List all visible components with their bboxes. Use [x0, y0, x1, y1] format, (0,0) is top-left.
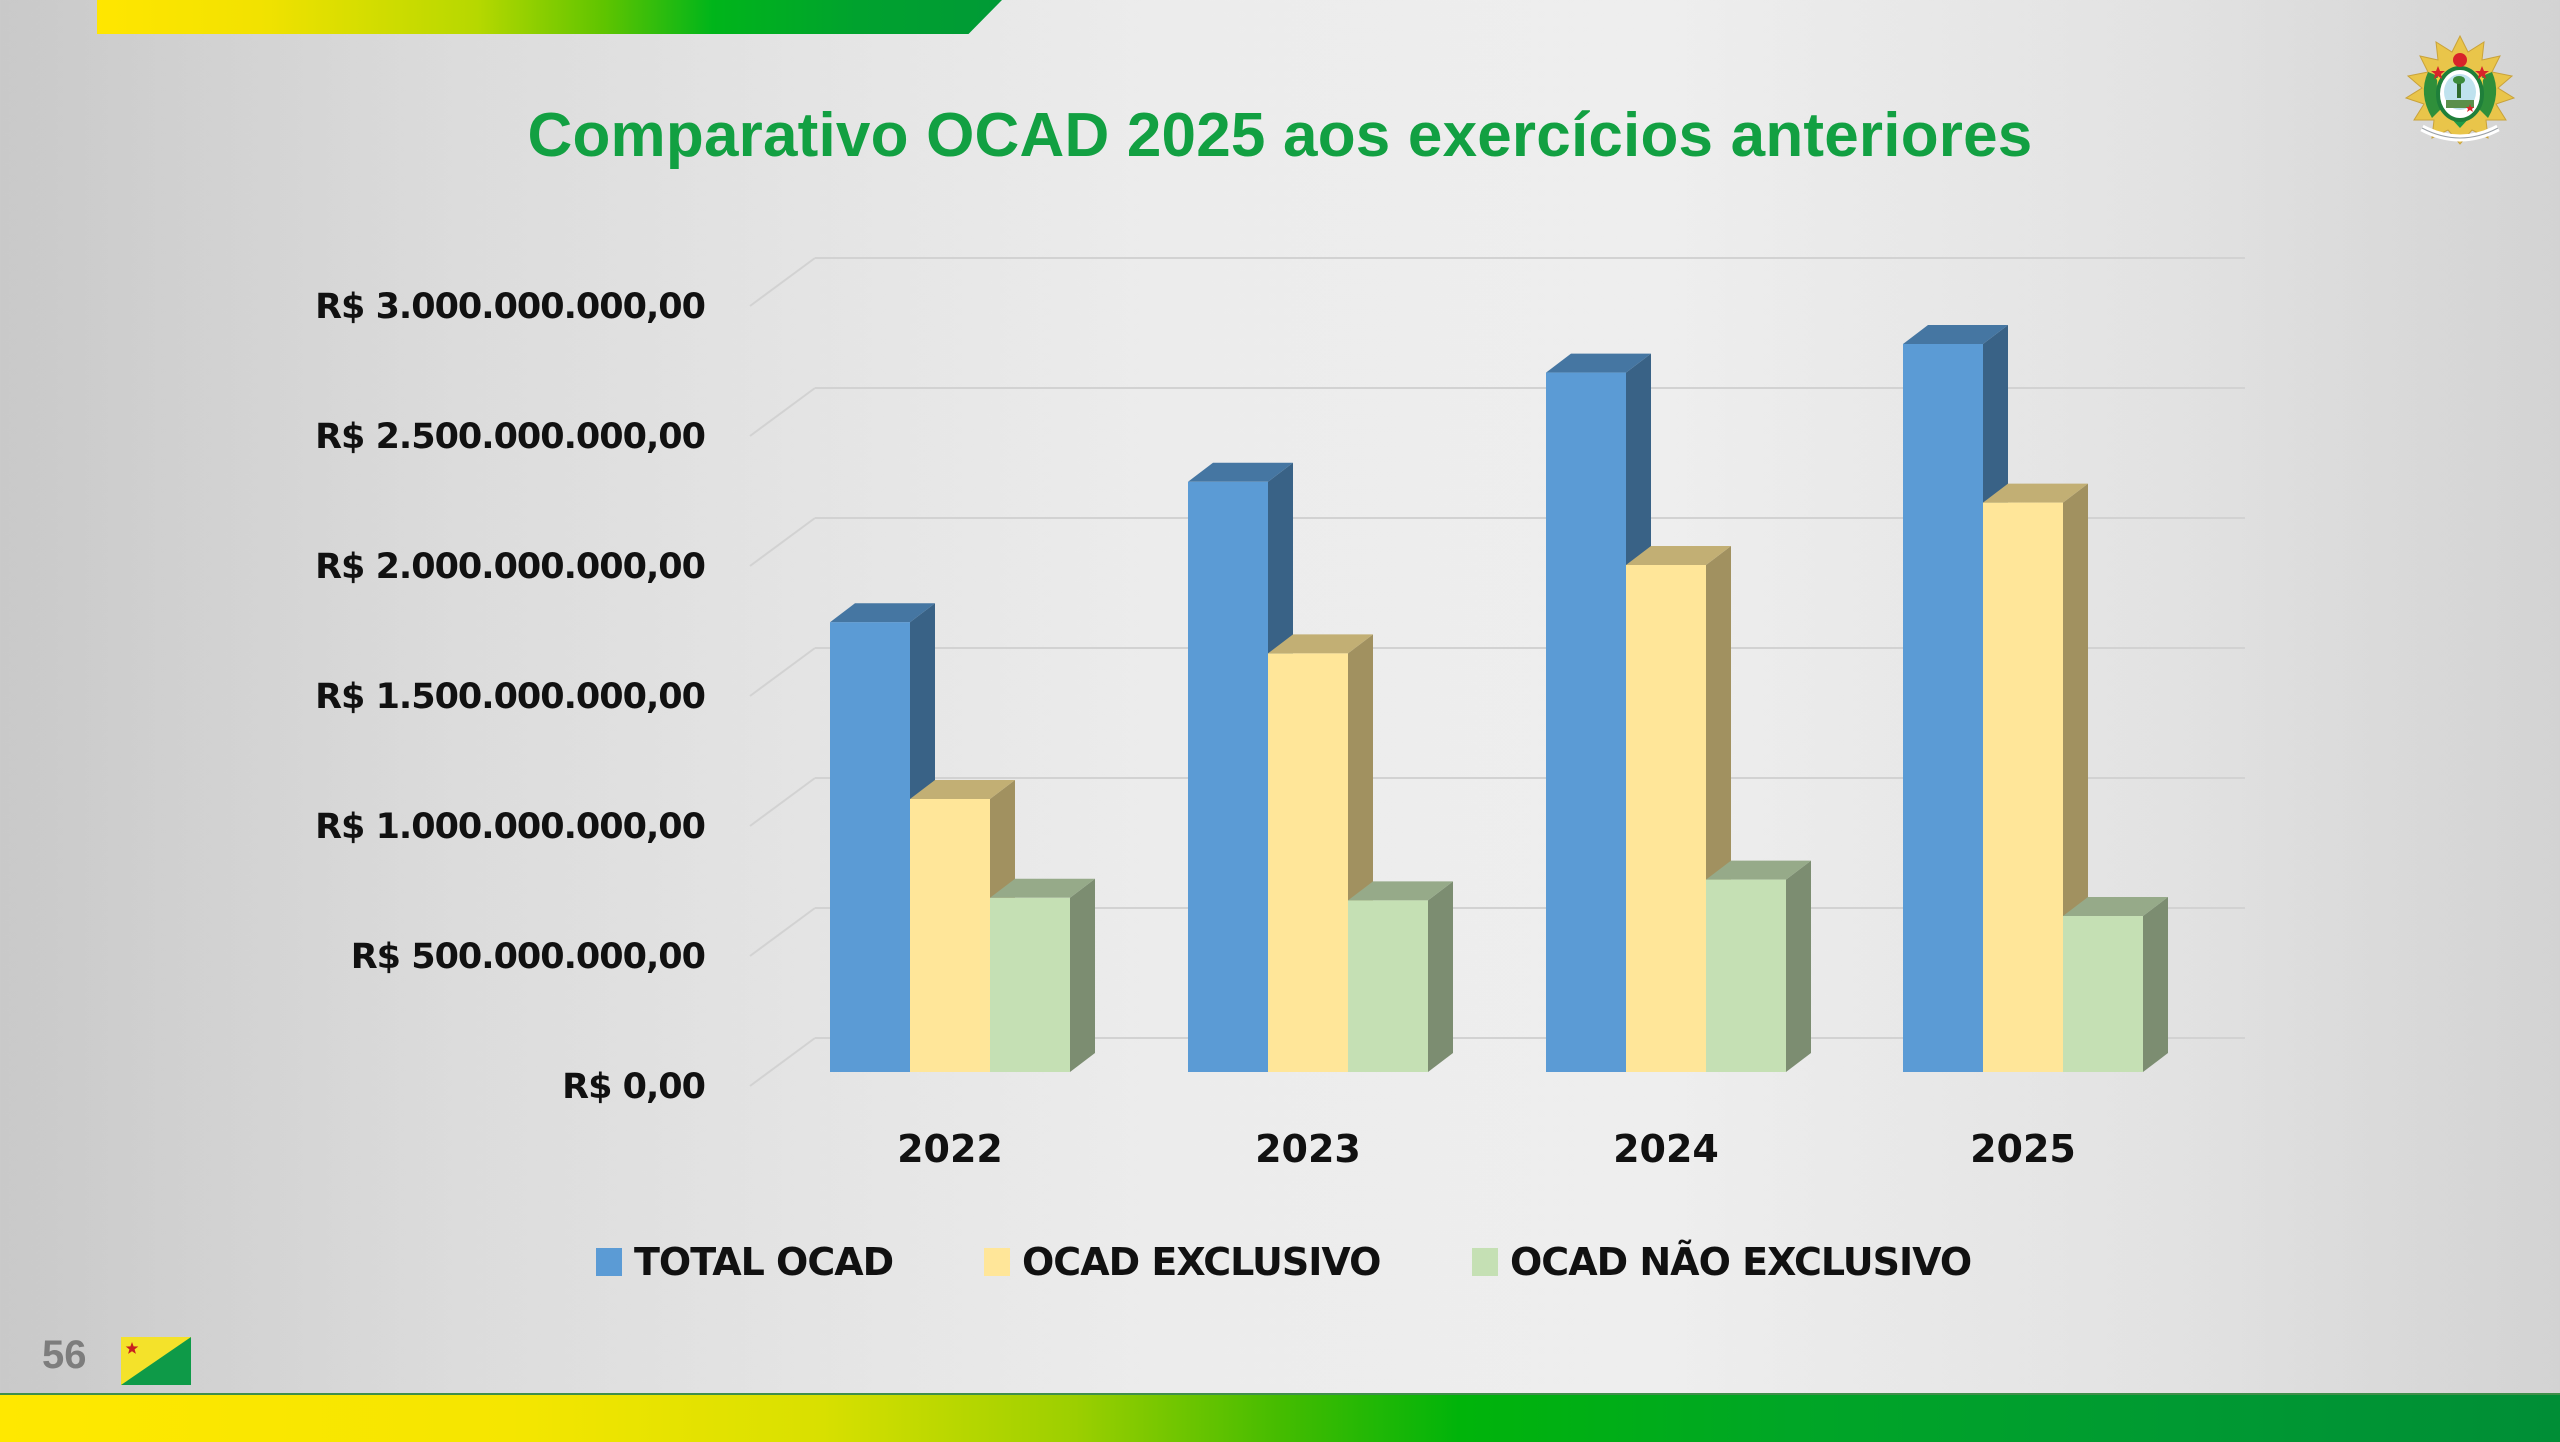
bar — [1546, 353, 1651, 1073]
bar — [1706, 860, 1811, 1072]
bar-front-face — [1903, 344, 1983, 1072]
slide-title: Comparativo OCAD 2025 aos exercícios ant… — [527, 101, 2033, 170]
gridline-depth — [749, 257, 816, 307]
bar-top-face — [1546, 353, 1651, 373]
top-decorative-bar — [97, 0, 1002, 34]
legend-swatch — [1472, 1248, 1498, 1276]
bars-group — [830, 325, 2168, 1073]
legend-item: OCAD EXCLUSIVO — [984, 1240, 1381, 1284]
acre-coat-of-arms-icon — [2404, 34, 2516, 145]
bar-top-face — [1983, 483, 2088, 503]
bar-top-face — [830, 603, 935, 623]
legend-swatch — [596, 1248, 622, 1276]
y-tick-label: R$ 1.500.000.000,00 — [315, 677, 705, 717]
legend-item: OCAD NÃO EXCLUSIVO — [1472, 1240, 1972, 1284]
gridline-depth — [749, 517, 816, 567]
bar-top-face — [1348, 881, 1453, 901]
bar — [1626, 546, 1731, 1072]
bar — [1348, 881, 1453, 1072]
gridline-depth — [749, 387, 816, 437]
bar-side-face — [1428, 881, 1453, 1072]
bar-top-face — [990, 878, 1095, 898]
bar — [2063, 897, 2168, 1072]
bar-top-face — [1626, 546, 1731, 565]
acre-flag-icon — [121, 1337, 191, 1385]
bar — [990, 878, 1095, 1072]
gridline-depth — [749, 647, 816, 697]
bar-side-face — [1070, 878, 1095, 1072]
bar-front-face — [830, 622, 910, 1072]
bottom-decorative-bar — [0, 1393, 2560, 1442]
legend-label: OCAD EXCLUSIVO — [1022, 1240, 1380, 1284]
bar-front-face — [1546, 372, 1626, 1073]
y-tick-label: R$ 2.000.000.000,00 — [315, 547, 705, 587]
legend-swatch — [984, 1248, 1010, 1276]
y-tick-label: R$ 1.000.000.000,00 — [315, 807, 705, 847]
x-tick-label: 2022 — [897, 1127, 1003, 1171]
legend-label: OCAD NÃO EXCLUSIVO — [1510, 1240, 1971, 1284]
bar-top-face — [1188, 462, 1293, 482]
x-axis: 2022 2023 2024 2025 — [897, 1127, 2076, 1171]
y-tick-label: R$ 2.500.000.000,00 — [315, 417, 705, 457]
bar-front-face — [1268, 653, 1348, 1072]
y-tick-label: R$ 3.000.000.000,00 — [315, 287, 705, 327]
page-number: 56 — [42, 1333, 87, 1377]
bar-side-face — [1786, 860, 1811, 1072]
y-tick-label: R$ 0,00 — [562, 1067, 705, 1107]
bar-front-face — [1626, 565, 1706, 1072]
y-tick-label: R$ 500.000.000,00 — [351, 937, 705, 977]
bar-side-face — [2143, 897, 2168, 1072]
bar-front-face — [2063, 916, 2143, 1072]
x-tick-label: 2023 — [1255, 1127, 1361, 1171]
x-tick-label: 2025 — [1970, 1127, 2076, 1171]
bar-front-face — [990, 897, 1070, 1072]
bar-top-face — [910, 780, 1015, 799]
bar-front-face — [1348, 900, 1428, 1072]
gridline-depth — [749, 1037, 816, 1087]
chart-legend: TOTAL OCAD OCAD EXCLUSIVO OCAD NÃO EXCLUSI… — [596, 1240, 1972, 1284]
bar-front-face — [1706, 879, 1786, 1072]
bar-top-face — [1903, 325, 2008, 344]
bar-front-face — [1983, 502, 2063, 1073]
gridline-depth — [749, 907, 816, 957]
bar-top-face — [1706, 860, 1811, 880]
bar-top-face — [1268, 634, 1373, 654]
x-tick-label: 2024 — [1613, 1127, 1719, 1171]
y-axis: R$ 0,00 R$ 500.000.000,00 R$ 1.000.000.000… — [315, 287, 706, 1107]
gridline-depth — [749, 777, 816, 827]
legend-label: TOTAL OCAD — [634, 1240, 893, 1284]
bar-top-face — [2063, 897, 2168, 916]
bar-front-face — [1188, 481, 1268, 1072]
bar-front-face — [910, 799, 990, 1072]
legend-item: TOTAL OCAD — [596, 1240, 894, 1284]
